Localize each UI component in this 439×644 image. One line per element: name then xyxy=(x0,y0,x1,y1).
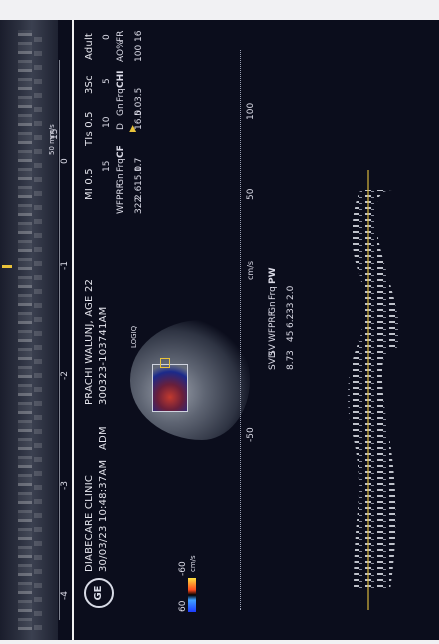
cf-wf-label: WF xyxy=(116,199,126,214)
cf-wf-value: 322 xyxy=(134,196,144,214)
pw-wf-value: 45 xyxy=(286,330,296,342)
focus-marker-icon: ▶ xyxy=(128,125,138,132)
chi-title: CHI xyxy=(116,70,126,89)
ultrasound-screen: -4 -3 -2 -1 0 50 mm/s 15 GE DIABECARE CL… xyxy=(0,20,439,640)
pw-gn-value: 33 xyxy=(286,302,296,314)
velocity-label: 100 xyxy=(246,102,256,120)
doppler-trace xyxy=(347,170,400,610)
depth-mark: 5 xyxy=(102,78,112,84)
depth-mark: 10 xyxy=(102,116,112,128)
pw-frq-value: 2.0 xyxy=(286,285,296,300)
pw-title: PW xyxy=(268,267,278,284)
doppler-envelope xyxy=(347,190,400,590)
param-fr-value: 16 xyxy=(134,30,144,42)
depth-mark: 15 xyxy=(102,160,112,172)
chi-d-label: D xyxy=(116,123,126,130)
velocity-axis xyxy=(240,50,242,610)
velocity-label: 50 xyxy=(246,188,256,200)
chi-frq-value: 3.5 xyxy=(134,87,144,102)
velocity-label: -50 xyxy=(246,427,256,442)
cf-gn-value: 15.0 xyxy=(134,165,144,186)
cf-title: CF xyxy=(116,145,126,158)
pw-svd-label: SVD xyxy=(268,351,278,370)
pw-svd-value: 8.7 xyxy=(286,355,296,370)
param-ao-label: AO% xyxy=(116,40,126,62)
pw-prf-label: PRF xyxy=(268,311,278,328)
chi-gn-label: Gn xyxy=(116,103,126,116)
pw-wf-label: WF xyxy=(268,327,278,342)
param-ao-value: 100 xyxy=(134,44,144,62)
pw-frq-label: Frq xyxy=(268,286,278,300)
cf-prf-label: PRF xyxy=(116,183,126,200)
velocity-unit: cm/s xyxy=(246,260,255,280)
cf-frq-label: Frq xyxy=(116,158,126,172)
chi-frq-label: Frq xyxy=(116,88,126,102)
pw-prf-value: 6.2 xyxy=(286,313,296,328)
depth-mark: 0 xyxy=(102,34,112,40)
